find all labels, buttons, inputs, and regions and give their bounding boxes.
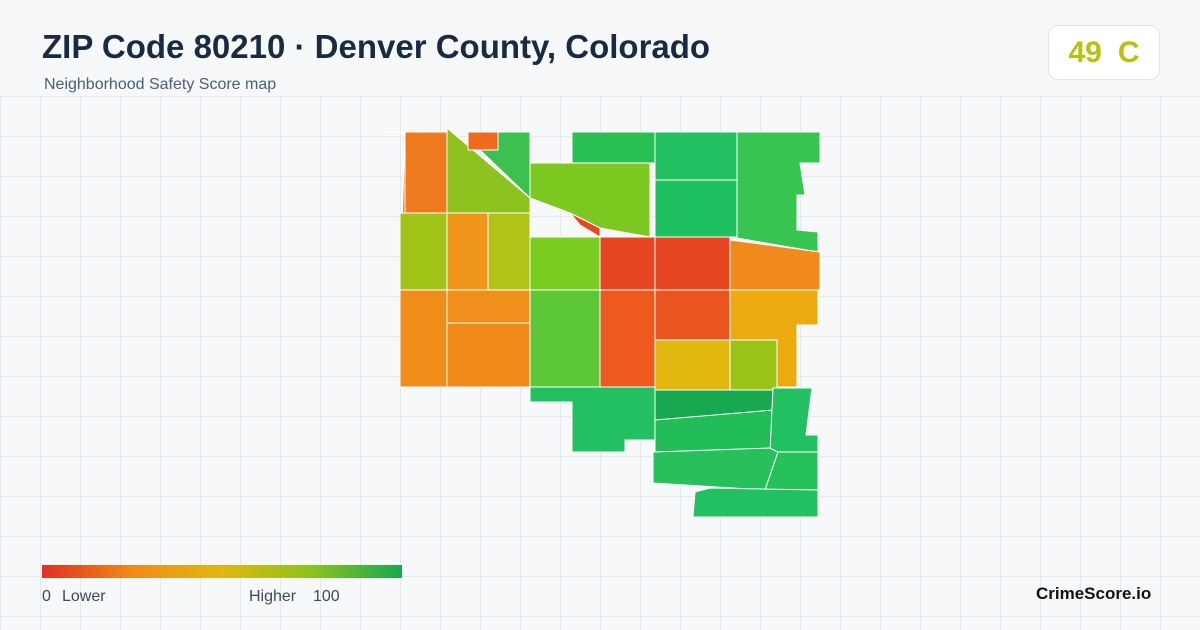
region — [529, 236, 601, 291]
region — [446, 322, 531, 388]
region — [729, 239, 821, 291]
region — [467, 131, 499, 151]
region — [654, 289, 731, 341]
title: ZIP Code 80210 · Denver County, Colorado — [42, 28, 711, 65]
region — [529, 289, 601, 388]
legend-max-label: Higher — [249, 588, 297, 605]
header: ZIP Code 80210 · Denver County, Colorado… — [0, 0, 1200, 96]
region — [652, 447, 779, 491]
region — [654, 131, 738, 181]
legend-max: 100 — [313, 588, 340, 605]
region — [736, 131, 821, 253]
legend-min: 0 — [42, 588, 51, 605]
region — [654, 236, 731, 291]
brand: CrimeScore.io — [1036, 584, 1152, 603]
region — [399, 212, 448, 291]
subtitle: Neighborhood Safety Score map — [44, 76, 277, 93]
region — [692, 487, 819, 518]
region — [487, 212, 531, 291]
region — [599, 289, 656, 388]
region — [571, 131, 656, 164]
region — [478, 131, 531, 200]
region — [599, 236, 656, 291]
region — [654, 179, 738, 238]
region — [404, 131, 448, 214]
region — [729, 339, 778, 391]
region — [446, 289, 531, 324]
region — [769, 387, 819, 453]
region — [399, 289, 448, 388]
score-grade: C — [1117, 35, 1140, 69]
legend-gradient — [42, 565, 402, 578]
score-badge: 49 C — [1048, 25, 1160, 80]
legend-min-label: Lower — [62, 588, 106, 605]
region — [529, 386, 656, 453]
score-value: 49 — [1068, 35, 1102, 69]
region — [446, 212, 489, 291]
region — [654, 339, 731, 391]
